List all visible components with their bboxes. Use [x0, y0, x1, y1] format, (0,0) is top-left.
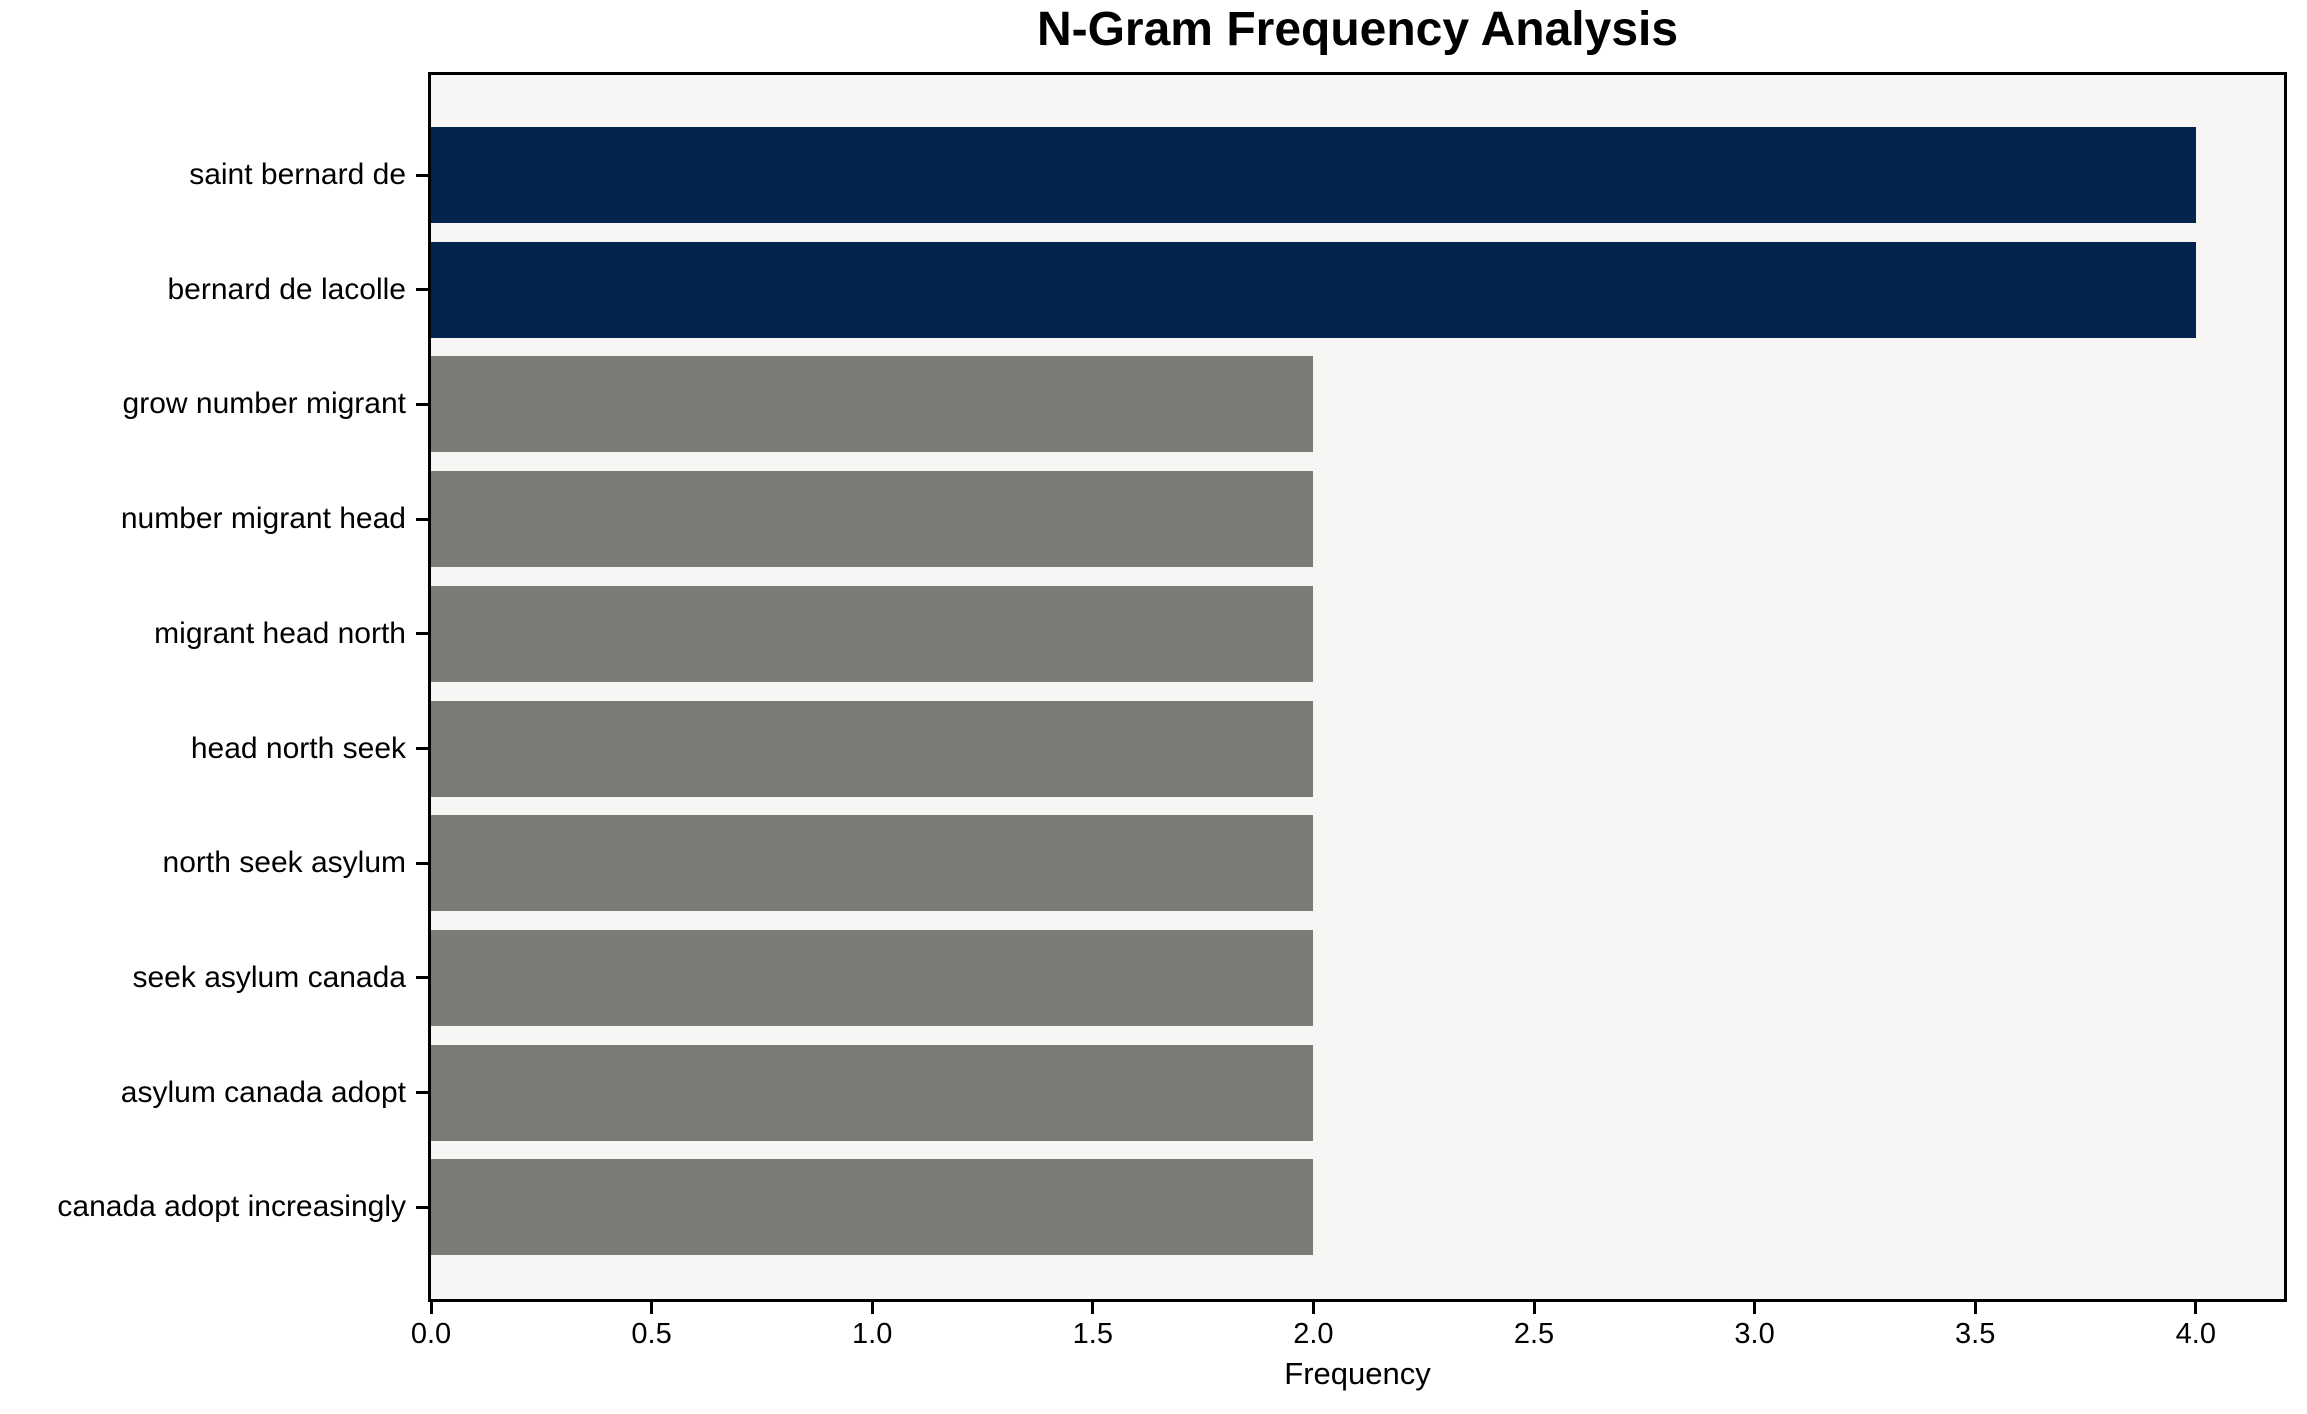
x-tick-label: 1.5: [1072, 1318, 1113, 1350]
y-tick-label: bernard de lacolle: [167, 272, 407, 306]
x-tick-mark: [1091, 1302, 1095, 1314]
y-tick-mark: [416, 1205, 428, 1209]
x-tick-label: 3.0: [1734, 1318, 1775, 1350]
y-tick-label: seek asylum canada: [132, 960, 407, 994]
y-tick-label: canada adopt increasingly: [57, 1190, 406, 1224]
y-tick-mark: [416, 861, 428, 865]
chart-title: N-Gram Frequency Analysis: [1036, 3, 1679, 56]
x-tick-mark: [2194, 1302, 2198, 1314]
bar: [431, 471, 1314, 568]
x-tick-mark: [429, 1302, 433, 1314]
x-tick-label: 0.0: [410, 1318, 452, 1350]
y-tick-mark: [416, 173, 428, 177]
bar: [431, 241, 2196, 338]
x-tick-mark: [1311, 1302, 1315, 1314]
plot-area: [428, 72, 2287, 1302]
bar: [431, 815, 1314, 912]
bar: [431, 585, 1314, 682]
y-tick-label: asylum canada adopt: [120, 1075, 406, 1109]
y-tick-label: migrant head north: [154, 616, 406, 650]
bar: [431, 700, 1314, 797]
y-tick-mark: [416, 632, 428, 636]
bar: [431, 356, 1314, 453]
x-tick-mark: [870, 1302, 874, 1314]
x-tick-label: 1.0: [852, 1318, 893, 1350]
y-tick-mark: [416, 976, 428, 980]
y-tick-mark: [416, 747, 428, 750]
x-tick-label: 3.5: [1955, 1318, 1996, 1350]
x-tick-label: 2.5: [1513, 1318, 1555, 1350]
y-tick-label: head north seek: [190, 731, 406, 765]
y-tick-mark: [416, 1091, 428, 1095]
bar: [431, 929, 1314, 1026]
bar: [431, 127, 2196, 223]
bar: [431, 1159, 1314, 1256]
x-tick-mark: [1973, 1302, 1977, 1314]
x-tick-mark: [1753, 1302, 1757, 1314]
y-tick-mark: [416, 288, 428, 292]
y-tick-label: number migrant head: [120, 502, 406, 536]
x-tick-label: 0.5: [631, 1318, 672, 1350]
x-axis-title: Frequency: [1284, 1356, 1431, 1391]
x-tick-label: 2.0: [1293, 1318, 1334, 1350]
bar: [431, 1044, 1314, 1141]
y-tick-mark: [416, 402, 428, 406]
y-tick-label: saint bernard de: [189, 158, 406, 191]
y-tick-label: north seek asylum: [162, 846, 406, 880]
y-tick-mark: [416, 517, 428, 521]
x-tick-label: 4.0: [2175, 1318, 2216, 1350]
x-tick-mark: [1532, 1302, 1536, 1314]
y-tick-label: grow number migrant: [122, 387, 406, 421]
x-tick-mark: [650, 1302, 654, 1314]
